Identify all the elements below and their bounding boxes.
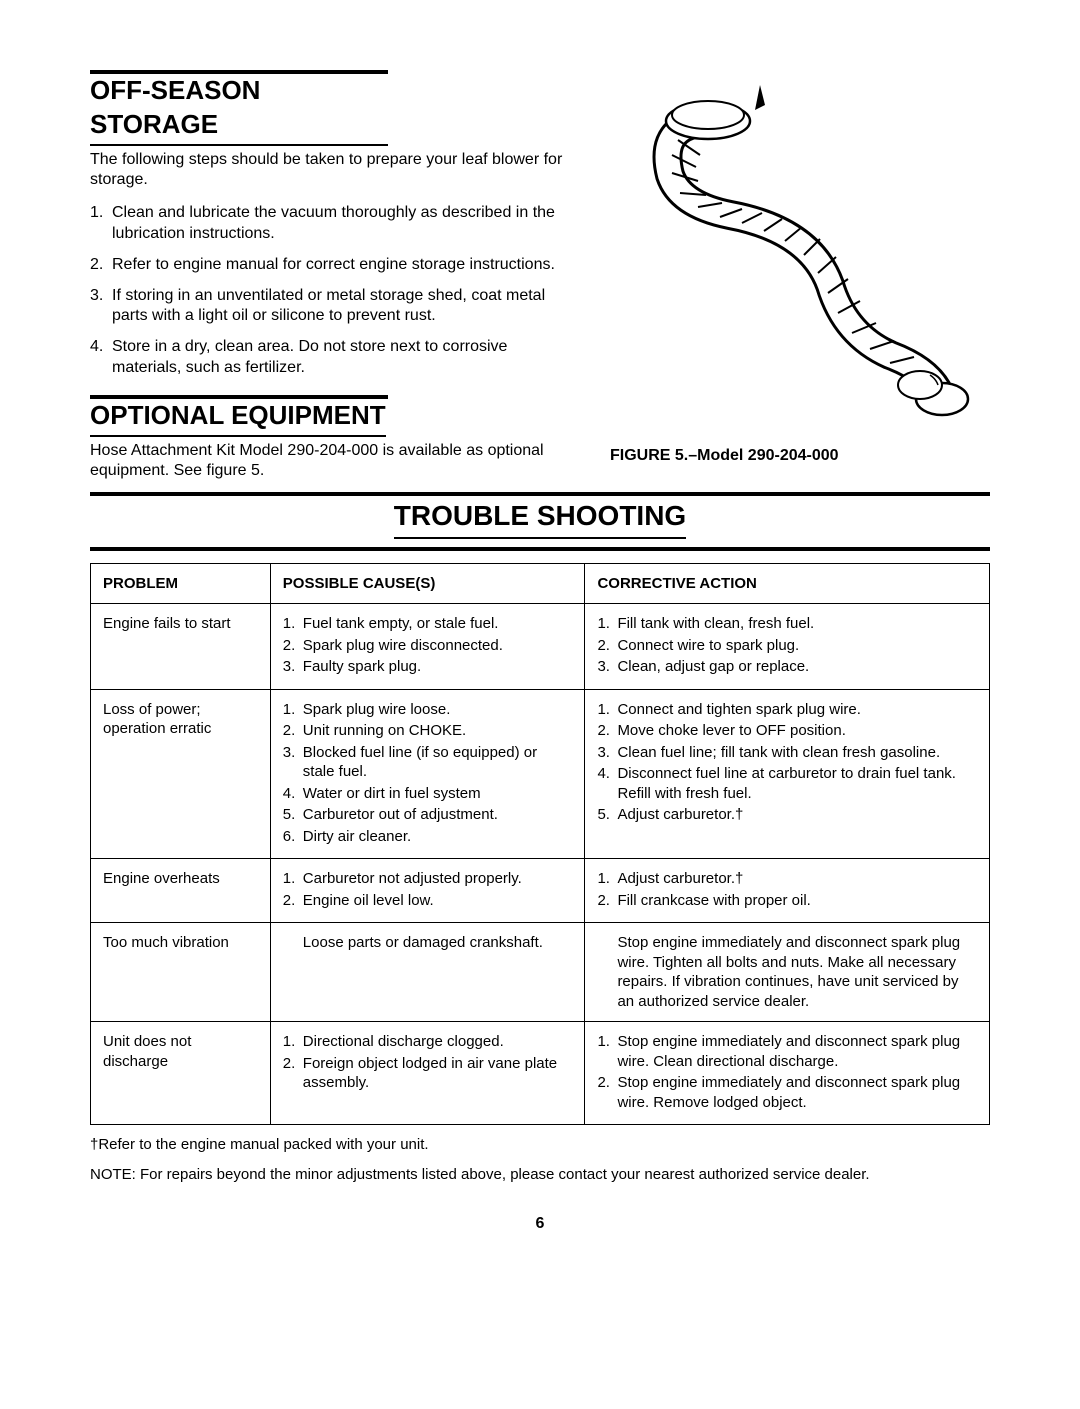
problem-cell: Engine overheats <box>91 859 271 923</box>
causes-cell: Directional discharge clogged.Foreign ob… <box>270 1022 585 1125</box>
storage-item: Clean and lubricate the vacuum thoroughl… <box>90 203 570 245</box>
storage-heading: OFF-SEASON STORAGE <box>90 74 388 146</box>
action-item: Stop engine immediately and disconnect s… <box>597 1032 977 1071</box>
trouble-heading: TROUBLE SHOOTING <box>394 496 686 538</box>
cause-item: Foreign object lodged in air vane plate … <box>283 1054 573 1093</box>
trouble-heading-rule: TROUBLE SHOOTING <box>90 492 990 550</box>
table-row: Engine fails to startFuel tank empty, or… <box>91 604 990 690</box>
actions-cell: Stop engine immediately and disconnect s… <box>585 923 990 1022</box>
problem-cell: Unit does not discharge <box>91 1022 271 1125</box>
left-column: OFF-SEASON STORAGE The following steps s… <box>90 70 570 482</box>
storage-item: Refer to engine manual for correct engin… <box>90 255 570 276</box>
cause-item: Spark plug wire disconnected. <box>283 636 573 656</box>
action-item: Fill crankcase with proper oil. <box>597 891 977 911</box>
actions-cell: Fill tank with clean, fresh fuel.Connect… <box>585 604 990 690</box>
problem-cell: Loss of power; operation erratic <box>91 689 271 859</box>
actions-cell: Adjust carburetor.†Fill crankcase with p… <box>585 859 990 923</box>
storage-heading-rule: OFF-SEASON STORAGE <box>90 70 388 146</box>
actions-cell: Connect and tighten spark plug wire.Move… <box>585 689 990 859</box>
causes-cell: Fuel tank empty, or stale fuel.Spark plu… <box>270 604 585 690</box>
action-item: Adjust carburetor.† <box>597 805 977 825</box>
col-causes: POSSIBLE CAUSE(S) <box>270 563 585 604</box>
cause-item: Carburetor not adjusted properly. <box>283 869 573 889</box>
storage-intro: The following steps should be taken to p… <box>90 150 570 192</box>
problem-cell: Engine fails to start <box>91 604 271 690</box>
causes-cell: Spark plug wire loose.Unit running on CH… <box>270 689 585 859</box>
problem-cell: Too much vibration <box>91 923 271 1022</box>
cause-item: Faulty spark plug. <box>283 657 573 677</box>
action-item: Connect wire to spark plug. <box>597 636 977 656</box>
optional-text: Hose Attachment Kit Model 290-204-000 is… <box>90 441 570 483</box>
figure-5-illustration <box>610 70 990 440</box>
storage-list: Clean and lubricate the vacuum thoroughl… <box>90 203 570 379</box>
action-item: Move choke lever to OFF position. <box>597 721 977 741</box>
action-item: Fill tank with clean, fresh fuel. <box>597 614 977 634</box>
cause-item: Dirty air cleaner. <box>283 827 573 847</box>
table-row: Unit does not dischargeDirectional disch… <box>91 1022 990 1125</box>
table-row: Too much vibrationLoose parts or damaged… <box>91 923 990 1022</box>
trouble-table: PROBLEM POSSIBLE CAUSE(S) CORRECTIVE ACT… <box>90 563 990 1126</box>
col-actions: CORRECTIVE ACTION <box>585 563 990 604</box>
action-item: Clean, adjust gap or replace. <box>597 657 977 677</box>
action-item: Adjust carburetor.† <box>597 869 977 889</box>
cause-item: Directional discharge clogged. <box>283 1032 573 1052</box>
col-problem: PROBLEM <box>91 563 271 604</box>
causes-cell: Carburetor not adjusted properly.Engine … <box>270 859 585 923</box>
cause-item: Carburetor out of adjustment. <box>283 805 573 825</box>
table-header-row: PROBLEM POSSIBLE CAUSE(S) CORRECTIVE ACT… <box>91 563 990 604</box>
figure-5-caption: FIGURE 5.–Model 290-204-000 <box>610 446 990 467</box>
storage-item: If storing in an unventilated or metal s… <box>90 286 570 328</box>
page-number: 6 <box>90 1214 990 1235</box>
causes-cell: Loose parts or damaged crankshaft. <box>270 923 585 1022</box>
actions-cell: Stop engine immediately and disconnect s… <box>585 1022 990 1125</box>
table-row: Loss of power; operation erraticSpark pl… <box>91 689 990 859</box>
action-item: Stop engine immediately and disconnect s… <box>597 1073 977 1112</box>
cause-item: Spark plug wire loose. <box>283 700 573 720</box>
top-two-column: OFF-SEASON STORAGE The following steps s… <box>90 70 990 482</box>
action-item: Connect and tighten spark plug wire. <box>597 700 977 720</box>
right-column: FIGURE 5.–Model 290-204-000 <box>610 70 990 482</box>
footnote-dagger: †Refer to the engine manual packed with … <box>90 1135 990 1155</box>
optional-heading: OPTIONAL EQUIPMENT <box>90 399 386 437</box>
table-row: Engine overheatsCarburetor not adjusted … <box>91 859 990 923</box>
action-item: Disconnect fuel line at carburetor to dr… <box>597 764 977 803</box>
optional-heading-rule: OPTIONAL EQUIPMENT <box>90 395 388 437</box>
cause-item: Water or dirt in fuel system <box>283 784 573 804</box>
footnote-note: NOTE: For repairs beyond the minor adjus… <box>90 1165 990 1185</box>
action-item: Clean fuel line; fill tank with clean fr… <box>597 743 977 763</box>
hose-icon <box>630 85 970 425</box>
cause-item: Unit running on CHOKE. <box>283 721 573 741</box>
cause-item: Fuel tank empty, or stale fuel. <box>283 614 573 634</box>
cause-item: Blocked fuel line (if so equipped) or st… <box>283 743 573 782</box>
storage-item: Store in a dry, clean area. Do not store… <box>90 337 570 379</box>
cause-item: Engine oil level low. <box>283 891 573 911</box>
